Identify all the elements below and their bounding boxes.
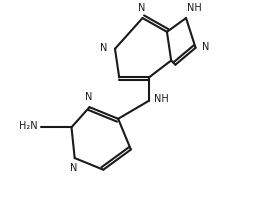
Text: N: N <box>138 3 145 13</box>
Text: N: N <box>70 163 77 173</box>
Text: NH: NH <box>187 3 202 13</box>
Text: N: N <box>85 92 92 102</box>
Text: NH: NH <box>154 94 169 104</box>
Text: N: N <box>100 43 107 53</box>
Text: H₂N: H₂N <box>19 121 38 131</box>
Text: N: N <box>202 42 209 52</box>
